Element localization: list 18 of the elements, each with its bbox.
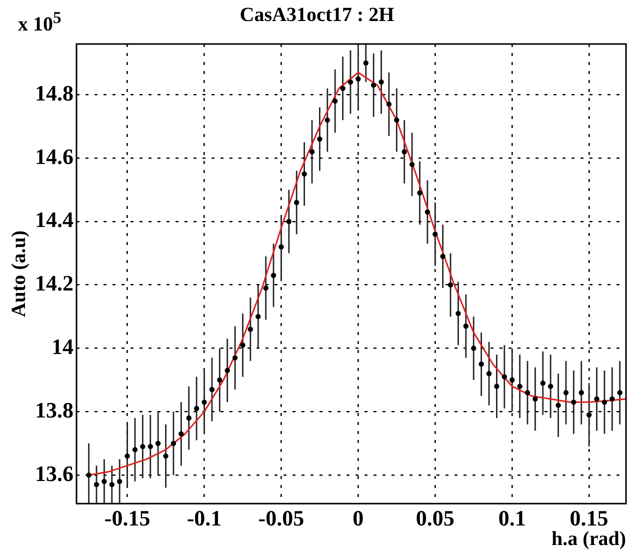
x-tick-label: 0.1	[498, 505, 526, 530]
x-tick-label: -0.15	[104, 505, 150, 530]
x-tick-label: 0	[352, 505, 364, 530]
x-tick-label: 0.15	[570, 505, 608, 530]
y-tick-label: 13.6	[35, 460, 74, 486]
y-tick-label: 14.6	[35, 144, 74, 169]
x-axis-title: h.a (rad)	[552, 528, 626, 550]
text: x 10$^{5}$	[18, 8, 62, 37]
y-tick-label: 14.8	[35, 80, 74, 106]
x-tick-label: 0.05	[416, 505, 454, 530]
y-tick-label: 14.4	[35, 207, 74, 232]
chart-title: CasA31oct17 : 2H	[240, 4, 395, 26]
y-tick-label: 14.2	[35, 270, 74, 296]
y-tick-label: 14	[52, 334, 74, 359]
y-tick-label: 13.8	[35, 397, 74, 422]
y-axis-title: Auto (a.u)	[8, 230, 30, 318]
x-tick-label: -0.05	[258, 505, 304, 530]
x-tick-label: -0.1	[186, 505, 222, 530]
